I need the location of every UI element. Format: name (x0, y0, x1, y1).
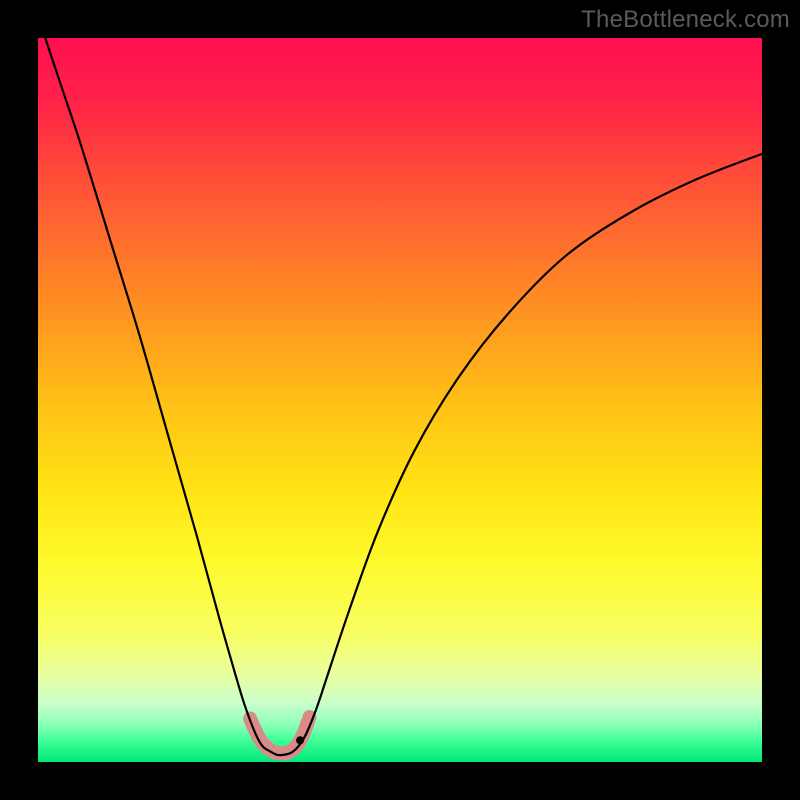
bottleneck-chart (0, 0, 800, 800)
highlight-gap-dot (296, 736, 304, 744)
watermark-text: TheBottleneck.com (581, 6, 790, 34)
chart-container: TheBottleneck.com (0, 0, 800, 800)
chart-gradient-bg (38, 38, 762, 762)
